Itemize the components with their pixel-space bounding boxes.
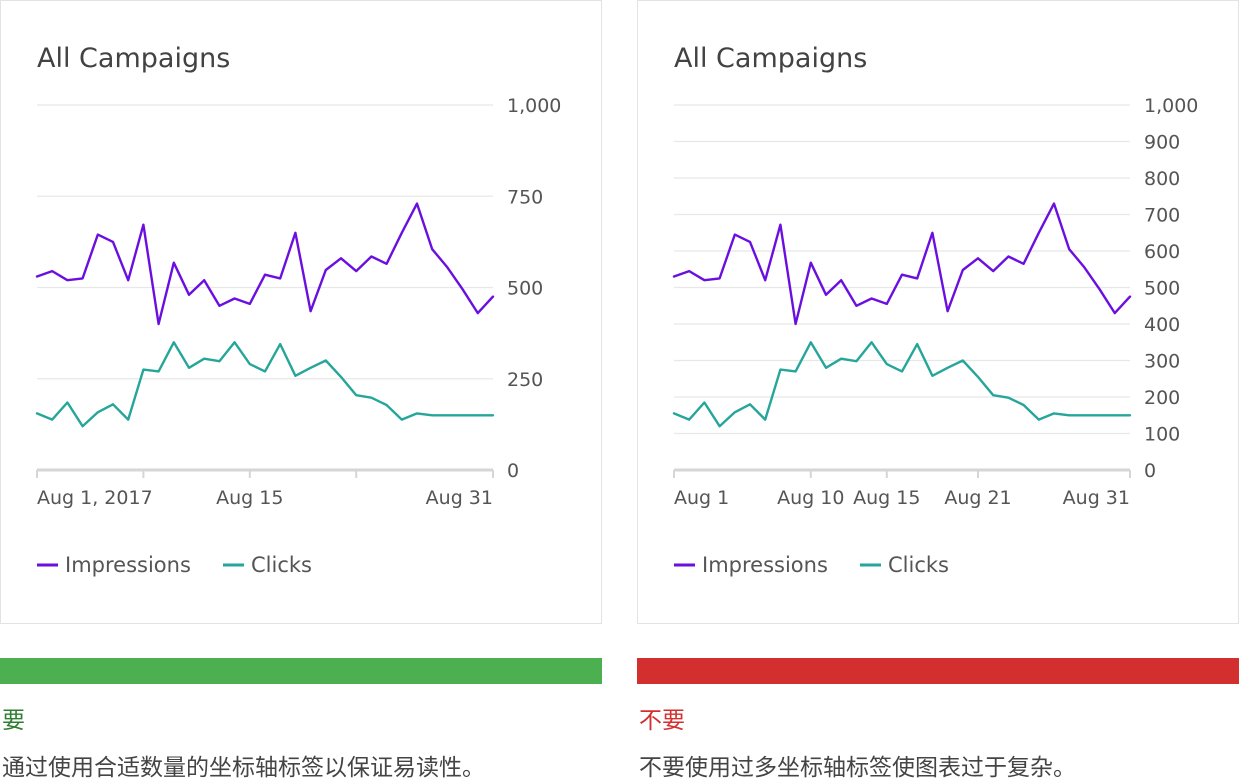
x-tick-label: Aug 15: [853, 487, 920, 509]
y-tick-label: 900: [1144, 132, 1180, 154]
x-tick-label: Aug 31: [426, 487, 493, 509]
y-tick-label: 0: [507, 460, 519, 482]
series-line-impressions: [672, 202, 1132, 326]
legend-label: Clicks: [888, 553, 949, 577]
x-tick-label: Aug 15: [216, 487, 283, 509]
y-tick-label: 1,000: [1144, 95, 1198, 117]
good-verdict-description: 通过使用合适数量的坐标轴标签以保证易读性。: [2, 755, 485, 781]
y-tick-label: 500: [1144, 278, 1180, 300]
y-tick-label: 500: [507, 278, 543, 300]
y-tick-label: 250: [507, 369, 543, 391]
y-tick-label: 600: [1144, 241, 1180, 263]
legend-label: Impressions: [702, 553, 828, 577]
good-verdict-label: 要: [2, 708, 25, 734]
y-tick-label: 750: [507, 186, 543, 208]
chart-title: All Campaigns: [37, 43, 230, 74]
x-tick-label: Aug 21: [944, 487, 1011, 509]
y-tick-label: 0: [1144, 460, 1156, 482]
good-example-chart: All Campaigns 0 250 500 750 1,000 Aug 1, 2017 A…: [35, 43, 561, 577]
x-tick-label: Aug 31: [1063, 487, 1130, 509]
good-example-card: All Campaigns 0 250 500 750 1,000 Aug 1, 2017 A…: [0, 0, 602, 624]
y-tick-label: 200: [1144, 387, 1180, 409]
chart-title: All Campaigns: [674, 43, 867, 74]
good-verdict-bar: [0, 658, 602, 684]
series-line-clicks: [672, 341, 1132, 428]
y-tick-label: 300: [1144, 351, 1180, 373]
bad-example-card: All Campaigns 0 100 200 300 400 500 600 700 800 90…: [637, 0, 1239, 624]
y-tick-label: 1,000: [507, 95, 561, 117]
bad-verdict-description: 不要使用过多坐标轴标签使图表过于复杂。: [639, 755, 1076, 781]
y-tick-label: 800: [1144, 168, 1180, 190]
legend-label: Clicks: [251, 553, 312, 577]
x-tick-label: Aug 1, 2017: [37, 487, 153, 509]
y-tick-label: 700: [1144, 205, 1180, 227]
x-tick-label: Aug 1: [674, 487, 729, 509]
series-line-impressions: [35, 202, 495, 326]
series-line-clicks: [35, 341, 495, 428]
bad-verdict-label: 不要: [639, 708, 685, 734]
bad-verdict-bar: [637, 658, 1239, 684]
x-tick-label: Aug 10: [777, 487, 844, 509]
y-tick-label: 100: [1144, 424, 1180, 446]
legend-label: Impressions: [65, 553, 191, 577]
bad-example-chart: All Campaigns 0 100 200 300 400 500 600 700 800 90…: [672, 43, 1198, 577]
y-tick-label: 400: [1144, 314, 1180, 336]
